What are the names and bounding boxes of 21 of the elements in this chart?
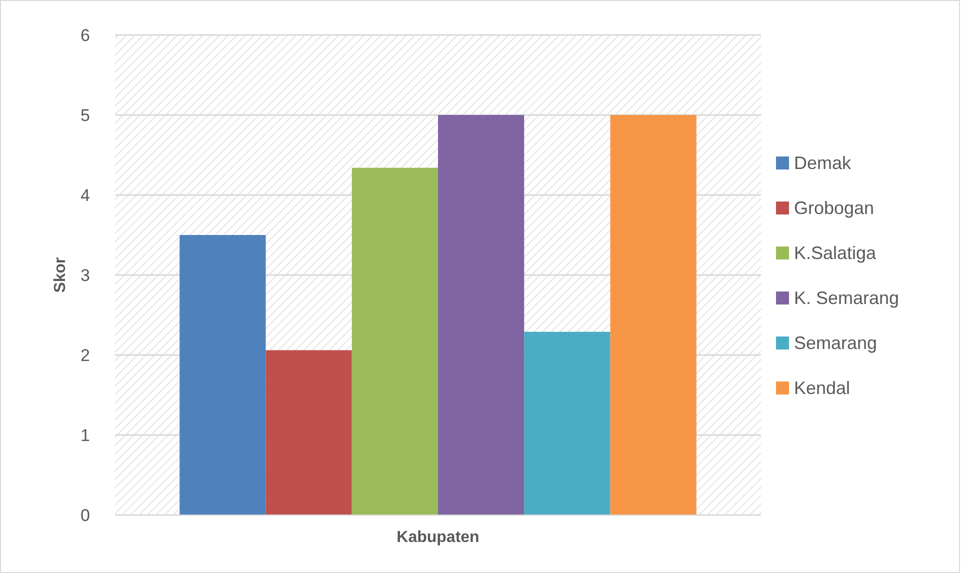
y-tick-label: 4 (80, 186, 90, 205)
y-tick-label: 6 (80, 26, 90, 45)
x-axis-title: Kabupaten (396, 529, 480, 546)
legend-label: Grobogan (794, 198, 874, 218)
legend-label: Kendal (794, 378, 850, 398)
y-axis-title: Skor (52, 257, 69, 293)
bar (610, 115, 696, 515)
legend-label: Demak (794, 152, 852, 173)
legend-label: K. Semarang (794, 288, 900, 308)
y-tick-label: 2 (80, 346, 90, 365)
legend-label: Semarang (794, 332, 878, 353)
y-tick-label: 5 (80, 106, 90, 125)
bar (266, 350, 352, 515)
bar (524, 332, 610, 515)
bar (352, 168, 438, 515)
y-tick-label: 1 (80, 426, 90, 445)
bar (180, 235, 266, 515)
y-tick-label: 3 (80, 266, 90, 285)
legend-label: K.Salatiga (794, 242, 878, 263)
bar (438, 115, 524, 515)
y-tick-label: 0 (80, 506, 90, 525)
